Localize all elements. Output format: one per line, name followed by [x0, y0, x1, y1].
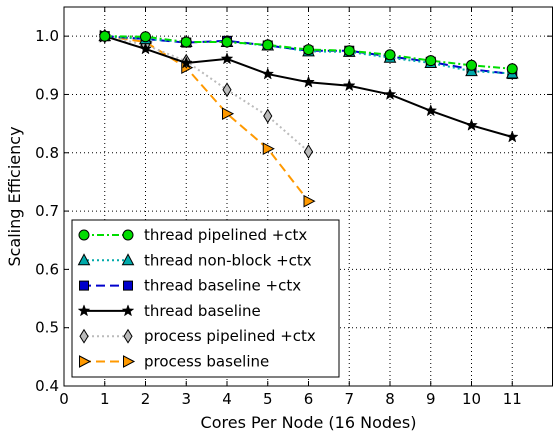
series-process-baseline: [99, 29, 316, 208]
legend-marker: [79, 280, 89, 291]
legend: thread pipelined +ctx thread non-block +c…: [71, 219, 340, 378]
x-tick-label: 6: [304, 390, 314, 408]
series-line: [104, 35, 310, 202]
x-tick-label: 4: [222, 390, 232, 408]
legend-entry-label: thread baseline: [144, 302, 261, 320]
data-point: [222, 107, 235, 121]
y-tick-label: 0.6: [35, 260, 59, 278]
legend-box: [71, 219, 340, 378]
x-tick-label: 2: [141, 390, 151, 408]
legend-marker: [121, 253, 135, 266]
legend-marker: [79, 328, 89, 344]
legend-marker: [79, 355, 92, 368]
legend-marker: [123, 280, 133, 291]
data-point: [220, 52, 234, 65]
data-point: [466, 59, 477, 71]
data-point: [139, 42, 152, 55]
x-tick-label: 7: [344, 390, 354, 408]
x-tick-label: 5: [263, 390, 273, 408]
legend-marker: [123, 355, 136, 368]
data-point: [303, 194, 316, 208]
y-tick-label: 0.8: [35, 144, 59, 162]
y-axis-label: Scaling Efficiency: [5, 126, 24, 266]
data-point: [302, 75, 315, 88]
x-axis-label: Cores Per Node (16 Nodes): [201, 413, 417, 432]
x-tick-label: 0: [59, 390, 69, 408]
data-point: [425, 55, 437, 67]
legend-marker: [123, 328, 133, 344]
legend-marker: [77, 253, 91, 266]
data-point: [342, 79, 356, 92]
legend-marker: [77, 304, 91, 317]
y-tick-label: 0.7: [35, 202, 59, 220]
series-line: [104, 35, 513, 75]
x-tick-label: 9: [426, 390, 436, 408]
data-point: [303, 44, 314, 56]
legend-entry-label: thread baseline +ctx: [144, 277, 301, 295]
axes: 0 1 2 3 4 5 6 7 8 9 10 11 0.4 0.5 0.6 0.7 0.8 0.9 1.0 Cores…: [5, 6, 553, 432]
data-point: [424, 104, 438, 117]
x-tick-label: 8: [385, 390, 395, 408]
legend-marker: [78, 229, 90, 241]
legend-entry-label: process baseline: [144, 353, 269, 371]
data-point: [99, 30, 111, 42]
x-tick-label: 3: [181, 390, 191, 408]
series-line: [104, 35, 310, 153]
data-point: [221, 36, 233, 48]
data-point: [180, 36, 192, 48]
series-thread-pipelined-ctx: [99, 30, 518, 75]
legend-entry-label: thread non-block +ctx: [144, 251, 312, 269]
x-tick-label: 10: [462, 390, 481, 408]
data-point: [262, 39, 274, 51]
x-tick-label: 1: [100, 390, 110, 408]
data-point: [383, 87, 397, 100]
y-tick-label: 0.5: [35, 319, 59, 337]
data-point: [506, 63, 518, 75]
data-point: [140, 31, 151, 43]
series-line: [104, 35, 513, 70]
legend-entry-label: process pipelined +ctx: [144, 327, 316, 345]
data-point: [384, 49, 396, 61]
data-point: [505, 130, 519, 143]
legend-marker: [122, 229, 134, 241]
legend-entry-label: thread pipelined +ctx: [144, 226, 307, 244]
data-point: [262, 142, 275, 156]
y-tick-label: 1.0: [35, 27, 59, 45]
y-tick-label: 0.4: [35, 377, 59, 395]
data-point: [179, 56, 193, 69]
x-tick-label: 11: [503, 390, 522, 408]
series-process-pipelined-ctx: [100, 28, 314, 160]
data-point: [465, 118, 478, 131]
data-point: [303, 144, 314, 160]
legend-marker: [121, 304, 135, 317]
data-point: [343, 45, 355, 57]
series-group: [98, 28, 519, 208]
data-point: [261, 67, 275, 80]
data-point: [222, 82, 232, 98]
data-point: [263, 108, 273, 124]
y-tick-label: 0.9: [35, 85, 59, 103]
